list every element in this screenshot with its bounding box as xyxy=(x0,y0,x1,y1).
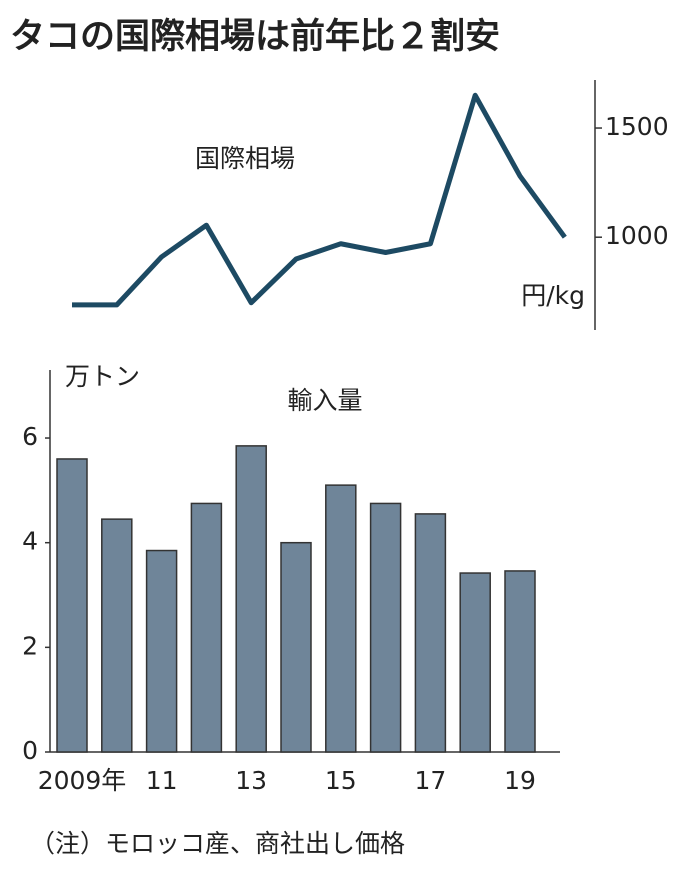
bar xyxy=(459,572,491,753)
bar xyxy=(504,570,536,753)
series-label: 国際相場 xyxy=(195,144,295,173)
bar xyxy=(369,502,402,753)
price-line xyxy=(72,92,567,308)
bar xyxy=(414,513,447,753)
bar xyxy=(280,541,312,753)
x-tick-label: 2009年 xyxy=(38,766,127,795)
x-tick-label: 15 xyxy=(325,766,357,795)
x-tick-label: 17 xyxy=(414,766,446,795)
x-tick-label: 19 xyxy=(504,766,536,795)
y-tick-label: 4 xyxy=(22,527,38,556)
bar xyxy=(235,445,267,753)
series-label: 輸入量 xyxy=(287,386,362,415)
bar xyxy=(56,458,88,753)
y-unit: 円/kg xyxy=(521,281,585,310)
y-tick-label: 6 xyxy=(22,422,38,451)
y-tick-label: 1000 xyxy=(605,221,669,250)
y-tick-label: 1500 xyxy=(605,112,669,141)
chart-title: タコの国際相場は前年比２割安 xyxy=(10,17,500,57)
bar xyxy=(325,484,357,753)
bar xyxy=(190,502,223,753)
bar xyxy=(101,518,133,753)
y-tick-label: 0 xyxy=(22,736,38,765)
x-tick-label: 11 xyxy=(146,766,178,795)
x-tick-label: 13 xyxy=(235,766,267,795)
y-tick-label: 2 xyxy=(22,631,38,660)
y-unit: 万トン xyxy=(65,362,140,391)
note: （注）モロッコ産、商社出し価格 xyxy=(30,829,405,858)
bar xyxy=(145,549,178,753)
